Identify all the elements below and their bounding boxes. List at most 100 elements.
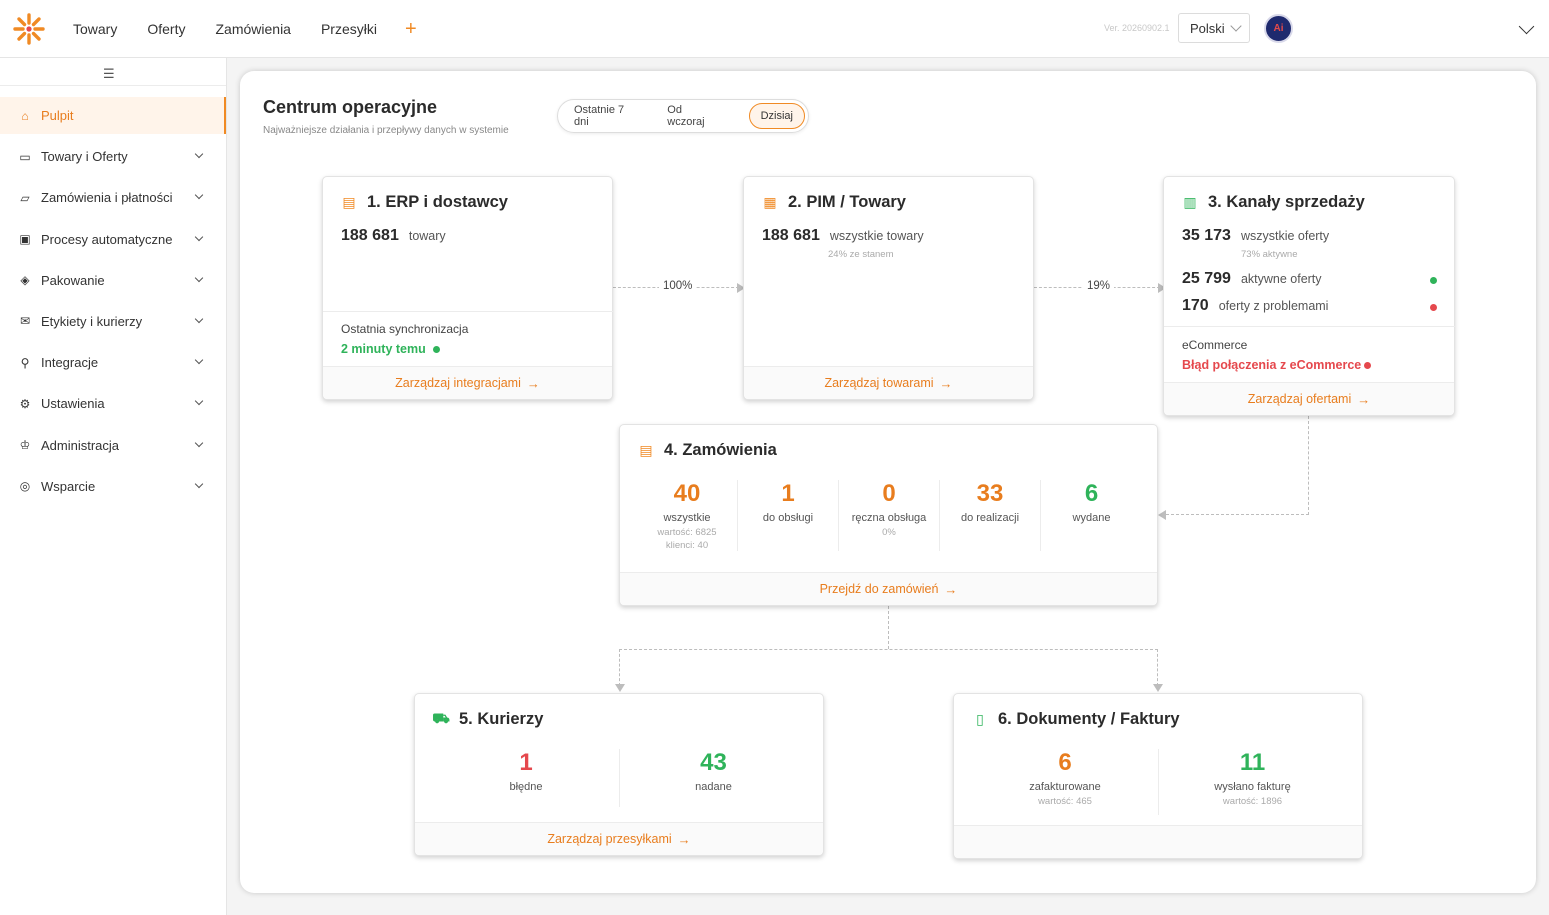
- kpi-value: 6: [1058, 749, 1072, 776]
- kpi-value: 11: [1239, 749, 1266, 776]
- topnav-zamowienia[interactable]: Zamówienia: [215, 21, 291, 37]
- kpi-sub: wartość: 6825: [657, 527, 717, 538]
- kpi-label: wszystkie: [663, 512, 711, 524]
- language-value: Polski: [1190, 20, 1225, 36]
- arrow-down-icon: [615, 684, 625, 692]
- kpi-value: 43: [700, 749, 727, 776]
- kpi-value: 40: [673, 480, 701, 507]
- sidebar-item-procesy[interactable]: ▣ Procesy automatyczne: [0, 221, 226, 258]
- sidebar-item-label: Ustawienia: [41, 396, 105, 412]
- box-icon: ◈: [20, 273, 30, 288]
- sidebar-item-zamowienia[interactable]: ▱ Zamówienia i płatności: [0, 179, 226, 216]
- page-subtitle: Najważniejsze działania i przepływy dany…: [263, 125, 509, 136]
- footer-label: Przejdź do zamówień: [819, 582, 939, 596]
- sidebar-item-label: Zamówienia i płatności: [41, 190, 173, 206]
- kpi-orders-shipped[interactable]: 6 wydane: [1041, 480, 1142, 551]
- pim-count-label: wszystkie towary: [829, 229, 924, 243]
- card-title: 3. Kanały sprzedaży: [1208, 193, 1365, 211]
- avatar[interactable]: Ai: [1264, 14, 1293, 43]
- logo-icon[interactable]: [12, 12, 46, 46]
- kpi-sub: 0%: [882, 527, 896, 538]
- connector-orders-branch: [619, 649, 1158, 650]
- range-last-7-days[interactable]: Ostatnie 7 dni: [574, 104, 625, 128]
- erp-suppliers-card: ▤ 1. ERP i dostawcy 188 681 towary Ostatni…: [322, 176, 614, 400]
- range-today[interactable]: Dzisiaj: [748, 103, 805, 129]
- kpi-orders-manual[interactable]: 0 ręczna obsługa 0%: [839, 480, 940, 551]
- manage-integrations-link[interactable]: Zarządzaj integracjami →: [323, 366, 612, 399]
- sidebar-item-pakowanie[interactable]: ◈ Pakowanie: [0, 262, 226, 299]
- flow-pim-channels-percent: 19%: [1083, 280, 1115, 292]
- connector-orders-down: [888, 606, 889, 649]
- range-since-yesterday[interactable]: Od wczoraj: [667, 104, 705, 128]
- status-dot-error: [1364, 362, 1371, 369]
- topnav-przesylki[interactable]: Przesyłki: [320, 21, 377, 37]
- footer-label: Zarządzaj przesyłkami: [547, 832, 672, 846]
- documents-footer: [954, 825, 1362, 858]
- plug-icon: ⚲: [20, 355, 30, 370]
- connector-channels-orders: [1166, 514, 1309, 515]
- kpi-value: 1: [781, 480, 795, 507]
- footer-label: Zarządzaj integracjami: [395, 376, 521, 390]
- connector-channels-vertical: [1308, 416, 1309, 515]
- arrow-right-icon: [1158, 283, 1166, 293]
- arrow-right-icon: [737, 283, 745, 293]
- kpi-label: do realizacji: [960, 512, 1020, 524]
- sidebar-item-ustawienia[interactable]: ⚙ Ustawienia: [0, 385, 226, 422]
- kpi-label: zafakturowane: [1029, 781, 1101, 793]
- kpi-documents-invoiced[interactable]: 6 zafakturowane wartość: 465: [972, 749, 1159, 815]
- kpi-orders-to-handle[interactable]: 1 do obsługi: [738, 480, 839, 551]
- add-tab-icon[interactable]: +: [404, 17, 417, 40]
- manage-products-link[interactable]: Zarządzaj towarami →: [744, 366, 1033, 399]
- pim-products-card: ▦ 2. PIM / Towary 188 681 wszystkie towary…: [743, 176, 1034, 400]
- sidebar-item-label: Pakowanie: [41, 272, 105, 288]
- kpi-documents-sent[interactable]: 11 wysłano fakturę wartość: 1896: [1159, 749, 1346, 815]
- sidebar-item-label: Integracje: [41, 355, 99, 371]
- manage-offers-link[interactable]: Zarządzaj ofertami →: [1164, 382, 1454, 415]
- sidebar-item-towary-oferty[interactable]: ▭ Towary i Oferty: [0, 138, 226, 175]
- arrow-right-icon: →: [677, 831, 691, 847]
- sidebar-item-administracja[interactable]: ♔ Administracja: [0, 427, 226, 464]
- collapse-sidebar-icon[interactable]: ☰: [103, 66, 115, 81]
- topnav-oferty[interactable]: Oferty: [147, 21, 186, 37]
- kpi-orders-all[interactable]: 40 wszystkie wartość: 6825 klienci: 40: [637, 480, 738, 551]
- go-to-orders-link[interactable]: Przejdź do zamówień →: [620, 572, 1157, 605]
- pim-count-sub: 24% ze stanem: [828, 249, 894, 260]
- kpi-label: błędne: [509, 781, 543, 793]
- arrow-right-icon: →: [1357, 391, 1371, 407]
- offers-active-count: 25 799: [1182, 270, 1231, 287]
- sales-channels-card: ▥ 3. Kanały sprzedaży 35 173 wszystkie ofe…: [1163, 176, 1456, 416]
- kpi-couriers-failed[interactable]: 1 błędne: [433, 749, 620, 807]
- expand-chevron-icon[interactable]: [1518, 18, 1535, 35]
- documents-kpis: 6 zafakturowane wartość: 465 11 wysłano …: [972, 749, 1346, 815]
- offers-problems-label: oferty z problemami: [1218, 299, 1329, 313]
- sidebar-item-wsparcie[interactable]: ◎ Wsparcie: [0, 468, 226, 505]
- sidebar-item-integracje[interactable]: ⚲ Integracje: [0, 344, 226, 381]
- chevron-down-icon: [194, 149, 204, 159]
- sidebar-item-etykiety[interactable]: ✉ Etykiety i kurierzy: [0, 303, 226, 340]
- kpi-label: wysłano fakturę: [1214, 781, 1291, 793]
- kpi-couriers-sent[interactable]: 43 nadane: [620, 749, 807, 807]
- pim-count: 188 681: [762, 227, 820, 244]
- chevron-down-icon: [194, 397, 204, 406]
- kpi-orders-to-fulfil[interactable]: 33 do realizacji: [940, 480, 1041, 551]
- connector-to-documents: [1157, 649, 1158, 686]
- orders-kpis: 40 wszystkie wartość: 6825 klienci: 40 1…: [637, 480, 1142, 551]
- arrow-down-icon: [1153, 684, 1163, 692]
- erp-count-label: towary: [408, 229, 446, 243]
- kpi-label: do obsługi: [762, 512, 814, 524]
- avatar-text: Ai: [1273, 23, 1284, 34]
- mail-icon: ✉: [19, 314, 31, 329]
- chevron-down-icon: [194, 191, 204, 200]
- offers-problems-count: 170: [1182, 297, 1209, 314]
- kpi-value: 33: [976, 480, 1004, 507]
- kpi-label: ręczna obsługa: [851, 512, 927, 524]
- document-icon: ▯: [976, 711, 984, 727]
- sidebar-item-pulpit[interactable]: ⌂ Pulpit: [0, 97, 226, 134]
- footer-label: Zarządzaj towarami: [824, 376, 934, 390]
- manage-shipments-link[interactable]: Zarządzaj przesyłkami →: [415, 822, 823, 855]
- status-dot-error: [1430, 304, 1437, 311]
- language-select[interactable]: Polski: [1178, 13, 1250, 43]
- database-icon: ▤: [342, 194, 356, 210]
- chevron-down-icon: [194, 479, 204, 488]
- topnav-towary[interactable]: Towary: [73, 21, 118, 37]
